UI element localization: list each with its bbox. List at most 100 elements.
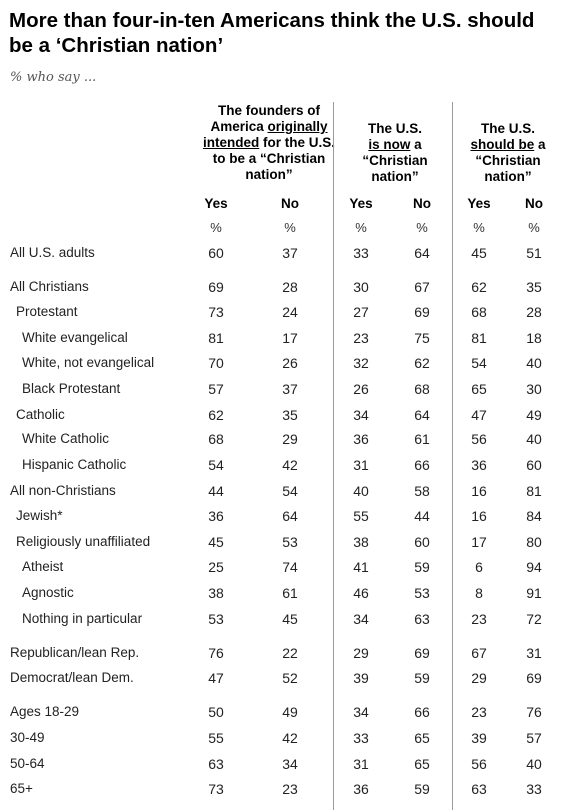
table-cell: 59 — [414, 670, 430, 686]
row-label: Nothing in particular — [22, 611, 143, 626]
table-cell: 94 — [526, 559, 542, 575]
group-header-founders-intended: The founders of America originally inten… — [202, 103, 335, 182]
table-cell: 69 — [414, 645, 430, 661]
table-cell: 34 — [353, 704, 369, 720]
table-cell: 60 — [414, 534, 430, 550]
table-cell: 16 — [471, 483, 487, 499]
table-cell: 34 — [353, 407, 369, 423]
row-label: Agnostic — [22, 585, 74, 600]
table-cell: 73 — [208, 304, 224, 320]
table-cell: 53 — [208, 611, 224, 627]
table-cell: 22 — [282, 645, 298, 661]
table-cell: 23 — [282, 781, 298, 797]
table-cell: 64 — [282, 508, 298, 524]
row-label: White Catholic — [22, 431, 110, 446]
table-cell: 42 — [282, 730, 298, 746]
row-label: All U.S. adults — [10, 245, 95, 260]
table-cell: 60 — [208, 245, 224, 261]
table-cell: 23 — [471, 611, 487, 627]
row-label: Catholic — [16, 407, 65, 422]
row-label: Atheist — [22, 559, 64, 574]
column-divider — [333, 102, 334, 810]
table-cell: 73 — [208, 781, 224, 797]
row-label: Republican/lean Rep. — [10, 645, 140, 660]
table-cell: 68 — [208, 431, 224, 447]
table-cell: 59 — [414, 559, 430, 575]
table-cell: 66 — [414, 704, 430, 720]
table-cell: 70 — [208, 355, 224, 371]
table-cell: 55 — [208, 730, 224, 746]
table-cell: 29 — [471, 670, 487, 686]
table-cell: 62 — [471, 279, 487, 295]
table-cell: 80 — [526, 534, 542, 550]
table-cell: 33 — [353, 245, 369, 261]
table-cell: 32 — [353, 355, 369, 371]
table-cell: 26 — [353, 381, 369, 397]
table-cell: 16 — [471, 508, 487, 524]
table-cell: 30 — [526, 381, 542, 397]
table-cell: 52 — [282, 670, 298, 686]
column-label-yes: Yes — [204, 196, 228, 211]
table-cell: 68 — [471, 304, 487, 320]
unit-label: % — [284, 220, 296, 235]
row-label: White evangelical — [22, 330, 128, 345]
table-cell: 40 — [526, 431, 542, 447]
table-cell: 74 — [282, 559, 298, 575]
table-cell: 23 — [471, 704, 487, 720]
table-cell: 50 — [208, 704, 224, 720]
group-header-should-be: The U.S. should be a “Christian nation” — [470, 121, 546, 184]
table-cell: 38 — [208, 585, 224, 601]
table-cell: 45 — [471, 245, 487, 261]
table-cell: 36 — [208, 508, 224, 524]
table-cell: 37 — [282, 381, 298, 397]
table-cell: 23 — [353, 330, 369, 346]
row-label: 65+ — [10, 781, 33, 796]
table-cell: 55 — [353, 508, 369, 524]
unit-label: % — [473, 220, 485, 235]
table-cell: 33 — [353, 730, 369, 746]
table-cell: 65 — [471, 381, 487, 397]
column-divider — [452, 102, 453, 810]
table-cell: 51 — [526, 245, 542, 261]
table-cell: 49 — [282, 704, 298, 720]
table-cell: 60 — [526, 457, 542, 473]
table-cell: 8 — [475, 585, 483, 601]
row-label: Hispanic Catholic — [22, 457, 127, 472]
table-cell: 61 — [282, 585, 298, 601]
table-cell: 40 — [526, 355, 542, 371]
table-cell: 31 — [353, 457, 369, 473]
table-cell: 45 — [208, 534, 224, 550]
chart-subtitle: % who say ... — [10, 70, 97, 85]
row-label: Jewish* — [16, 508, 63, 523]
table-cell: 28 — [526, 304, 542, 320]
table-cell: 27 — [353, 304, 369, 320]
row-label: All non-Christians — [10, 483, 116, 498]
column-label-no: No — [413, 196, 431, 211]
table-cell: 54 — [208, 457, 224, 473]
table-cell: 29 — [282, 431, 298, 447]
table-cell: 57 — [526, 730, 542, 746]
table-cell: 69 — [208, 279, 224, 295]
table-cell: 41 — [353, 559, 369, 575]
table-cell: 26 — [282, 355, 298, 371]
table-cell: 69 — [526, 670, 542, 686]
table-cell: 81 — [526, 483, 542, 499]
table-cell: 6 — [475, 559, 483, 575]
table-cell: 62 — [414, 355, 430, 371]
table-cell: 56 — [471, 756, 487, 772]
table-cell: 63 — [208, 756, 224, 772]
table-cell: 47 — [471, 407, 487, 423]
table-cell: 53 — [282, 534, 298, 550]
table-cell: 17 — [282, 330, 298, 346]
table-cell: 35 — [282, 407, 298, 423]
table-cell: 36 — [471, 457, 487, 473]
table-cell: 64 — [414, 407, 430, 423]
table-cell: 25 — [208, 559, 224, 575]
row-label: Ages 18-29 — [10, 704, 80, 719]
table-cell: 46 — [353, 585, 369, 601]
table-cell: 40 — [353, 483, 369, 499]
table-cell: 58 — [414, 483, 430, 499]
table-cell: 31 — [526, 645, 542, 661]
table-cell: 54 — [282, 483, 298, 499]
table-cell: 42 — [282, 457, 298, 473]
